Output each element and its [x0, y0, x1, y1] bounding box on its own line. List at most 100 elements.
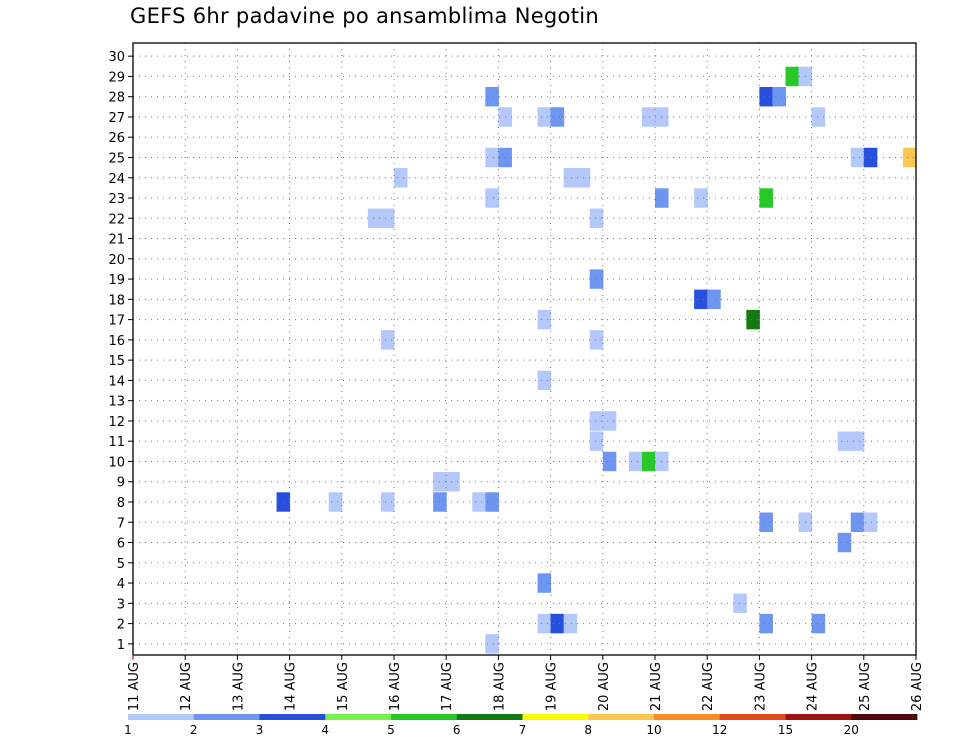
y-tick-label: 23	[108, 192, 125, 207]
precip-cell	[537, 309, 552, 330]
colorbar-label: 6	[453, 723, 461, 737]
precip-cell	[694, 289, 708, 310]
precip-cell	[746, 309, 760, 330]
colorbar-segment	[522, 714, 589, 720]
y-tick-label: 22	[108, 212, 125, 227]
colorbar-segment	[193, 714, 260, 720]
y-tick-label: 26	[108, 131, 125, 146]
y-tick-label: 10	[108, 455, 125, 470]
precip-cell	[589, 431, 604, 451]
y-tick-label: 9	[117, 476, 125, 491]
precip-cell	[641, 451, 656, 472]
precip-cell	[850, 431, 865, 451]
colorbar-segment	[259, 714, 326, 720]
colorbar-segment	[128, 714, 195, 720]
precip-cell	[811, 613, 826, 634]
precip-cell	[811, 107, 826, 127]
precip-cell	[837, 431, 852, 451]
colorbar-segment	[588, 714, 655, 720]
y-tick-label: 30	[108, 50, 125, 65]
y-tick-label: 18	[108, 293, 125, 308]
colorbar-label: 5	[387, 723, 395, 737]
x-tick-label: 15 AUG	[336, 662, 351, 711]
y-axis: 1234567891011121314151617181920212223242…	[108, 50, 133, 653]
precip-cell	[628, 451, 643, 472]
colorbar-label: 12	[712, 723, 727, 737]
y-tick-label: 2	[117, 618, 125, 633]
precip-cell	[537, 613, 552, 634]
y-tick-label: 29	[108, 70, 125, 85]
precip-cell	[759, 188, 773, 208]
precip-cell	[602, 411, 617, 431]
precip-cell	[380, 208, 395, 229]
precip-cell	[733, 593, 747, 614]
grid-lines	[133, 43, 916, 655]
y-tick-label: 12	[108, 415, 125, 430]
precip-cell	[537, 573, 552, 593]
x-tick-label: 12 AUG	[179, 662, 194, 711]
colorbar-label: 10	[646, 723, 661, 737]
precip-cell	[694, 188, 708, 208]
precip-cell	[850, 512, 865, 532]
y-tick-label: 21	[108, 233, 125, 248]
y-tick-label: 13	[108, 395, 125, 410]
y-tick-label: 24	[108, 172, 125, 187]
precip-cell	[446, 472, 460, 492]
precip-cell	[550, 107, 565, 127]
x-tick-label: 19 AUG	[545, 662, 560, 711]
precip-cell	[328, 492, 343, 512]
precip-cell	[537, 370, 552, 391]
precip-cell	[707, 289, 721, 310]
precip-cell	[563, 168, 578, 188]
y-tick-label: 25	[108, 151, 125, 166]
colorbar-label: 7	[519, 723, 527, 737]
precip-cell	[759, 613, 773, 634]
precip-cell	[759, 86, 773, 107]
y-tick-label: 11	[108, 435, 125, 450]
y-tick-label: 19	[108, 273, 125, 288]
y-tick-label: 8	[117, 496, 125, 511]
precip-cell	[589, 411, 604, 431]
x-tick-label: 21 AUG	[649, 662, 664, 711]
y-tick-label: 6	[117, 537, 125, 552]
colorbar-label: 2	[190, 723, 198, 737]
precip-cell	[367, 208, 382, 229]
precip-cell	[380, 492, 395, 512]
precip-cell	[772, 86, 786, 107]
x-tick-label: 25 AUG	[858, 662, 873, 711]
colorbar-label: 8	[584, 723, 592, 737]
colorbar-label: 1	[124, 723, 132, 737]
chart-title: GEFS 6hr padavine po ansamblima Negotin	[130, 4, 599, 28]
colorbar-segment	[456, 714, 523, 720]
x-tick-label: 13 AUG	[231, 662, 246, 711]
precip-cell	[485, 86, 499, 107]
precip-cell	[485, 147, 499, 168]
precip-cell	[485, 492, 499, 512]
precip-cell	[589, 208, 604, 229]
precip-cell	[485, 188, 499, 208]
y-tick-label: 1	[117, 638, 125, 653]
colorbar-segment	[851, 714, 918, 720]
y-tick-label: 27	[108, 111, 125, 126]
precip-cell	[589, 269, 604, 289]
x-tick-label: 20 AUG	[597, 662, 612, 711]
y-tick-label: 17	[108, 314, 125, 329]
precip-cell	[589, 330, 604, 350]
precip-cell	[563, 613, 578, 634]
precip-cell	[472, 492, 486, 512]
precip-cells	[276, 66, 917, 654]
y-tick-label: 16	[108, 334, 125, 349]
precip-cell	[863, 512, 878, 532]
x-tick-label: 22 AUG	[701, 662, 716, 711]
y-tick-label: 5	[117, 557, 125, 572]
precip-cell	[394, 168, 408, 188]
x-tick-label: 18 AUG	[492, 662, 507, 711]
precip-cell	[550, 613, 565, 634]
colorbar-label: 3	[256, 723, 264, 737]
y-tick-label: 7	[117, 516, 125, 531]
precip-cell	[759, 512, 773, 532]
x-tick-label: 14 AUG	[284, 662, 299, 711]
x-tick-label: 16 AUG	[388, 662, 403, 711]
y-tick-label: 28	[108, 91, 125, 106]
